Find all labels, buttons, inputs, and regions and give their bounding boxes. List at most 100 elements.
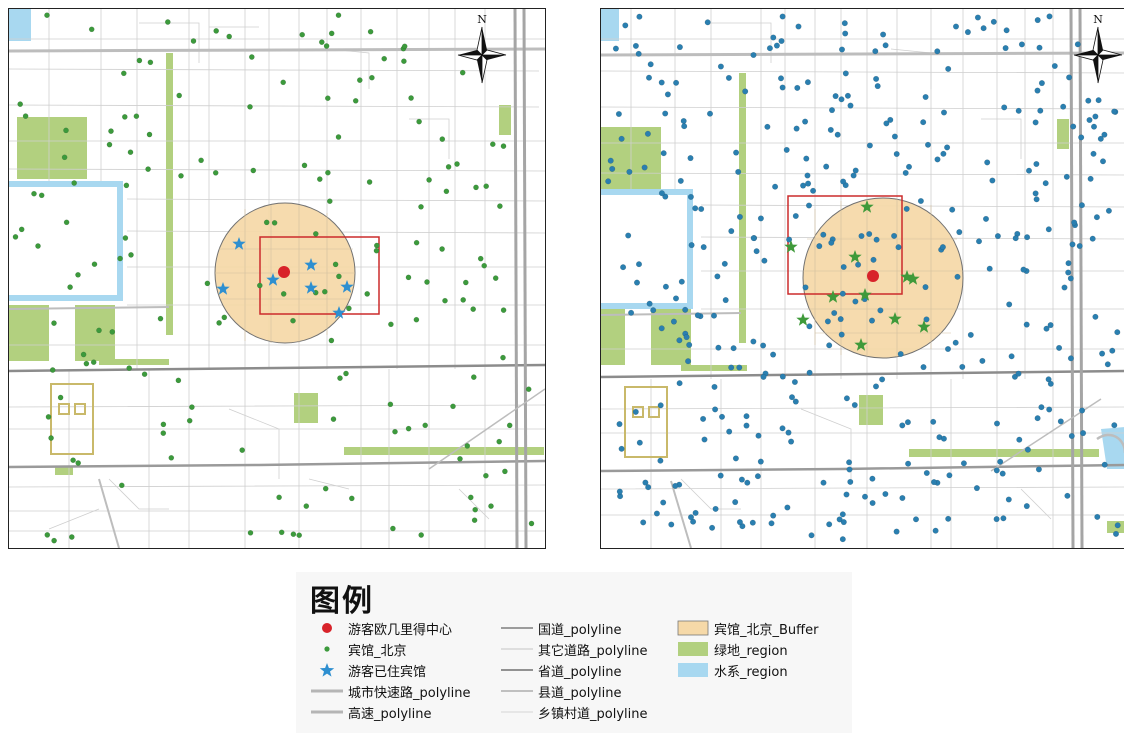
- hotel-point: [401, 43, 408, 50]
- hotel-point: [141, 371, 148, 378]
- north-label: N: [1093, 13, 1103, 26]
- hotel-point: [1034, 87, 1041, 94]
- hotel-point: [1024, 234, 1031, 241]
- hotel-point: [439, 246, 445, 252]
- hotel-point: [387, 401, 394, 408]
- hotel-point: [1093, 214, 1100, 221]
- hotel-point: [1065, 269, 1072, 276]
- hotel-point: [1061, 284, 1068, 291]
- stayed-hotel-star: [854, 338, 868, 351]
- hotel-point: [645, 484, 652, 491]
- hotel-point: [160, 421, 167, 428]
- hotel-point: [316, 176, 323, 182]
- hotel-point: [108, 128, 114, 134]
- hotel-point: [1047, 322, 1054, 329]
- hotel-point: [783, 146, 790, 153]
- hotel-point: [676, 44, 683, 51]
- hotel-point: [525, 386, 532, 393]
- hotel-point: [1012, 235, 1019, 242]
- hotel-point: [843, 491, 850, 498]
- hotel-point: [728, 228, 735, 235]
- hotel-point: [976, 238, 983, 245]
- hotel-point: [980, 25, 987, 32]
- hotel-point: [1060, 103, 1067, 110]
- hotel-point: [736, 519, 743, 526]
- hotel-point: [61, 154, 68, 161]
- hotel-point: [692, 205, 699, 212]
- hotel-point: [931, 479, 938, 486]
- hotel-point: [852, 167, 859, 174]
- hotel-point: [893, 150, 900, 157]
- hotel-point: [706, 110, 713, 117]
- green-dot-icon: [310, 639, 344, 659]
- hotel-point: [337, 375, 343, 381]
- green-box-icon: [676, 639, 710, 659]
- hotel-point: [636, 13, 643, 20]
- hotel-point: [271, 219, 278, 226]
- hotel-point: [336, 273, 342, 280]
- hotel-point: [250, 167, 257, 174]
- stayed-hotel-star: [900, 270, 914, 283]
- hotel-point: [1001, 104, 1008, 111]
- hotel-point: [893, 528, 900, 535]
- hotel-point: [612, 45, 619, 52]
- hotel-point: [467, 494, 474, 501]
- legend-label: 游客欧几里得中心: [348, 622, 453, 638]
- hotel-point: [662, 283, 669, 290]
- hotel-point: [1092, 313, 1099, 320]
- hotel-point: [126, 365, 132, 371]
- hotel-point: [51, 537, 57, 544]
- hotel-point: [959, 363, 966, 370]
- hotel-point: [352, 98, 359, 104]
- hotel-point: [198, 157, 204, 164]
- hotel-point: [838, 331, 845, 338]
- hotel-point: [646, 74, 653, 81]
- hotel-point: [721, 260, 728, 267]
- hotel-point: [715, 344, 722, 351]
- hotel-point: [964, 29, 971, 36]
- hotel-point: [842, 70, 849, 77]
- hotel-point: [44, 532, 51, 538]
- hotel-point: [416, 118, 422, 125]
- north-arrow-icon: N: [457, 13, 507, 84]
- hotel-point: [145, 166, 151, 172]
- hotel-point: [730, 345, 737, 352]
- hotel-point: [777, 75, 784, 82]
- hotel-point: [869, 500, 876, 507]
- hotel-point: [636, 439, 643, 446]
- legend-label: 宾馆_北京_Buffer: [714, 622, 819, 638]
- legend-item-highway: 高速_polyline: [310, 702, 431, 722]
- hotel-point: [190, 38, 197, 44]
- hotel-point: [939, 244, 946, 251]
- hotel-point: [204, 280, 211, 287]
- hotel-point: [1090, 150, 1097, 157]
- hotel-point: [1114, 329, 1121, 336]
- hotel-point: [687, 514, 694, 521]
- hotel-point: [123, 182, 130, 189]
- hotel-point: [852, 298, 859, 305]
- hotel-point: [757, 215, 764, 222]
- hotel-point: [925, 141, 932, 148]
- hotel-point: [795, 23, 802, 30]
- hotel-point: [979, 357, 986, 364]
- hotel-point: [492, 275, 499, 281]
- hotel-point: [328, 30, 335, 37]
- hotel-point: [343, 370, 349, 377]
- hotel-point: [51, 320, 57, 326]
- hotel-point: [408, 95, 414, 101]
- hotel-point: [764, 123, 771, 130]
- hotel-point: [700, 244, 707, 251]
- hotel-point: [213, 28, 219, 34]
- hotel-point: [902, 169, 909, 176]
- hotel-point: [48, 435, 54, 441]
- hotel-point: [1046, 406, 1053, 413]
- hotel-point: [1078, 202, 1085, 209]
- hotel-point: [843, 395, 850, 402]
- major-roads: [9, 9, 545, 548]
- hotel-point: [753, 248, 760, 255]
- right-map-canvas: N: [601, 9, 1124, 548]
- hotel-point: [712, 505, 719, 512]
- hotel-point: [75, 271, 81, 278]
- hotel-point: [616, 488, 623, 495]
- hotel-point: [178, 172, 184, 179]
